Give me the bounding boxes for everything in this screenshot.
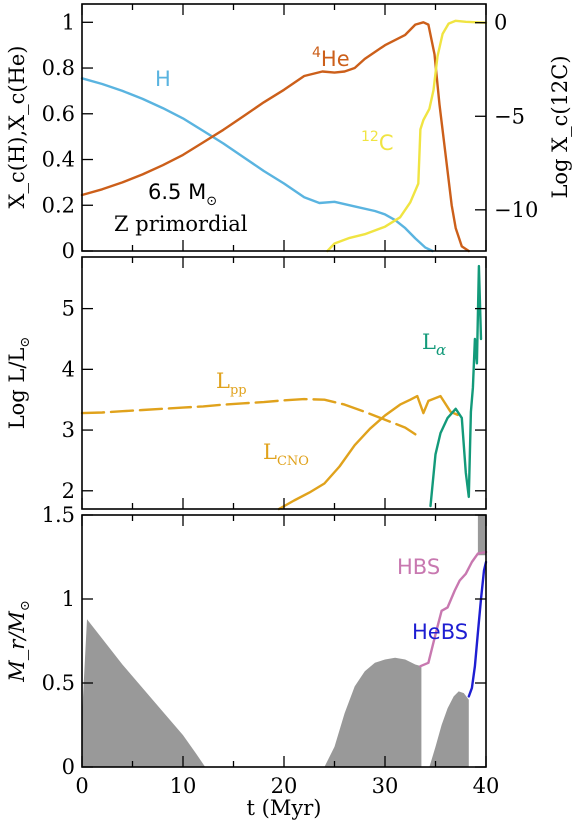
x-tick-label: 20	[271, 774, 298, 798]
label-carbon: 12C	[361, 129, 394, 155]
label-l-pp-sub: pp	[230, 383, 247, 398]
series-hbs	[419, 550, 488, 668]
sun-symbol: ⊙	[206, 194, 217, 209]
y-tick-label: 4	[62, 357, 75, 381]
label-carbon-mass-number: 12	[361, 129, 379, 145]
label-stellar-mass-value: 6.5 M	[148, 180, 206, 204]
bottom-panel-ylabel-text: M_r/M	[5, 611, 29, 683]
region-convective-core-1	[82, 619, 206, 767]
bottom-panel: 0 0.5 1 1.5 0 10 20 30 40 HBS HeBS M_r/M⊙ t (Myr…	[5, 503, 499, 820]
y-tick-label: 1	[62, 10, 75, 34]
label-l-cno-main: L	[263, 440, 277, 464]
series-l-pp	[80, 397, 417, 436]
middle-panel-ylabel-text: Log L/L	[5, 348, 29, 430]
middle-panel-marks	[80, 264, 483, 511]
top-panel: 0 0.2 0.4 0.6 0.8 1 0 −5 −10 H 4He 12C 6.5 M⊙ Z …	[5, 3, 572, 263]
label-helium-mass-number: 4	[312, 45, 321, 61]
y-tick-label: 2	[62, 479, 75, 503]
top-panel-ylabel: X_c(H),X_c(He)	[5, 46, 29, 209]
label-l-pp-main: L	[216, 369, 230, 393]
y-tick-label: 0.5	[42, 671, 75, 695]
region-convective-core-3	[429, 691, 469, 767]
series-h	[80, 77, 434, 253]
label-hydrogen: H	[155, 67, 171, 91]
top-panel-ylabel-right: Log X_c(12C)	[548, 55, 572, 198]
bottom-panel-xlabel: t (Myr)	[247, 796, 322, 820]
y-tick-label-right: −10	[494, 198, 538, 222]
y-tick-label: 0	[62, 755, 75, 779]
y-tick-label: 0	[62, 239, 75, 263]
label-l-cno-sub: CNO	[277, 454, 309, 469]
middle-panel-frame	[81, 256, 487, 510]
top-panel-marks	[80, 19, 488, 253]
y-tick-label: 0.6	[42, 102, 75, 126]
y-tick-label: 1	[62, 587, 75, 611]
x-tick-label: 10	[170, 774, 197, 798]
y-tick-label: 0.8	[42, 56, 75, 80]
label-l-alpha-main: L	[422, 330, 436, 354]
label-helium-symbol: He	[321, 47, 350, 71]
label-helium: 4He	[312, 45, 350, 71]
x-tick-label: 30	[372, 774, 399, 798]
label-l-alpha: Lα	[422, 330, 446, 359]
y-tick-label-right: 0	[494, 11, 507, 35]
label-l-cno: LCNO	[263, 440, 309, 469]
series-l-cno	[277, 394, 459, 511]
top-panel-ticks: 0 0.2 0.4 0.6 0.8 1 0 −5 −10	[42, 4, 538, 263]
series-l-alpha	[429, 264, 483, 508]
bottom-panel-ylabel: M_r/M⊙	[5, 600, 33, 683]
middle-panel-ticks: 2 3 4 5	[62, 257, 487, 509]
middle-panel-ylabel: Log L/L⊙	[5, 337, 33, 430]
x-tick-label: 40	[473, 774, 500, 798]
label-stellar-mass: 6.5 M⊙	[148, 180, 217, 209]
region-convective-core-2	[324, 657, 422, 767]
label-hbs: HBS	[397, 555, 440, 579]
y-tick-label: 5	[62, 297, 75, 321]
x-tick-label: 0	[75, 774, 88, 798]
series-4he	[80, 21, 470, 253]
y-tick-label: 0.2	[42, 193, 75, 217]
label-l-pp: Lpp	[216, 369, 247, 398]
region-convective-envelope	[477, 515, 486, 556]
label-l-alpha-sub: α	[436, 341, 446, 359]
series-hebs	[467, 560, 488, 698]
y-tick-label: 0.4	[42, 148, 75, 172]
bottom-panel-ticks: 0 0.5 1 1.5 0 10 20 30 40	[42, 503, 500, 798]
series-12c	[326, 19, 488, 253]
label-carbon-symbol: C	[379, 131, 394, 155]
bottom-panel-marks	[82, 515, 488, 767]
y-tick-label: 1.5	[42, 503, 75, 527]
label-hebs: HeBS	[412, 620, 468, 644]
top-panel-frame	[81, 3, 487, 252]
label-metallicity: Z primordial	[114, 212, 248, 236]
sun-symbol: ⊙	[18, 600, 33, 611]
y-tick-label-right: −5	[494, 104, 525, 128]
y-tick-label: 3	[62, 418, 75, 442]
sun-symbol: ⊙	[18, 337, 33, 348]
bottom-panel-frame	[81, 514, 487, 768]
